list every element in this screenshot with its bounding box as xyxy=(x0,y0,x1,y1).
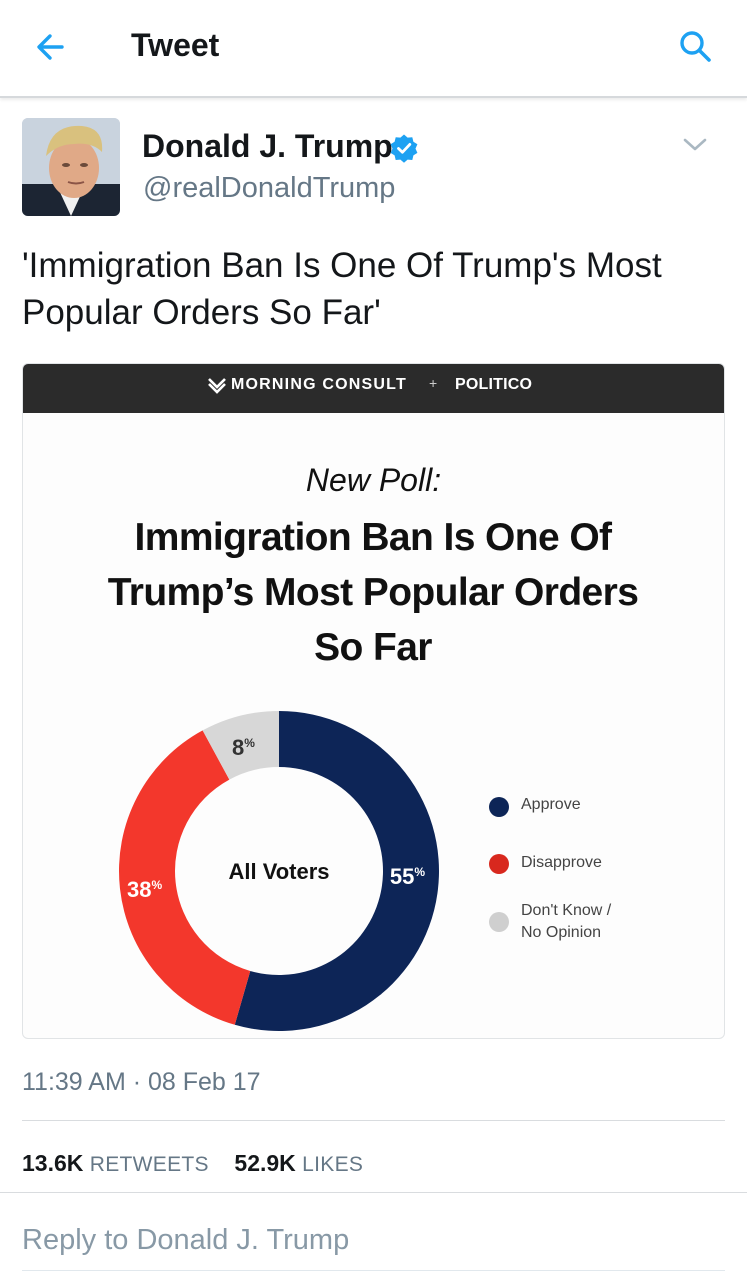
legend-label-disapprove: Disapprove xyxy=(521,854,602,871)
verified-badge-icon xyxy=(389,133,419,163)
slice-value-dontknow: 8% xyxy=(232,735,255,760)
retweets-label: RETWEETS xyxy=(89,1153,209,1176)
center-label: All Voters xyxy=(228,859,329,884)
unit-disapprove: % xyxy=(151,878,162,892)
legend-label-dontknow-2: No Opinion xyxy=(521,924,602,941)
legend-dot-dontknow xyxy=(489,912,509,932)
legend-dot-approve xyxy=(489,797,509,817)
poll-headline: Immigration Ban Is One Of Trump’s Most P… xyxy=(107,516,639,669)
poll-kicker: New Poll: xyxy=(305,462,442,498)
slice-approve xyxy=(234,711,439,1031)
brand-politico: POLITICO xyxy=(455,376,533,393)
value-disapprove: 38 xyxy=(127,877,151,902)
reply-input[interactable] xyxy=(22,1218,722,1262)
poll-donut-chart: All Voters 55% 38% 8% xyxy=(118,711,439,1031)
tweet-media-card[interactable]: MORNING CONSULT + POLITICO New Poll: Imm… xyxy=(22,363,725,1039)
chevron-down-icon xyxy=(683,138,707,151)
slice-value-approve: 55% xyxy=(390,864,425,889)
brand-morning-consult: MORNING CONSULT xyxy=(231,376,407,393)
morning-consult-logo-icon xyxy=(208,378,226,394)
legend-dot-disapprove xyxy=(489,854,509,874)
engagement-stats: 13.6K RETWEETS 52.9K LIKES xyxy=(22,1150,363,1177)
author-name[interactable]: Donald J. Trump xyxy=(142,128,393,164)
divider xyxy=(0,1192,747,1193)
value-dontknow: 8 xyxy=(232,735,244,760)
slice-dontknow xyxy=(202,711,279,780)
more-options-button[interactable] xyxy=(678,130,712,160)
slice-value-disapprove: 38% xyxy=(127,877,162,902)
brand-separator: + xyxy=(429,375,439,391)
unit-dontknow: % xyxy=(244,736,255,750)
top-app-bar: Tweet xyxy=(0,0,747,98)
unit-approve: % xyxy=(414,865,425,879)
svg-text:8%: 8% xyxy=(232,735,255,760)
back-arrow-icon xyxy=(37,34,64,60)
retweets-stat[interactable]: 13.6K RETWEETS xyxy=(22,1150,209,1176)
likes-label: LIKES xyxy=(302,1153,364,1176)
slice-disapprove xyxy=(118,730,251,1025)
card-brand-bar: MORNING CONSULT + POLITICO xyxy=(23,364,724,413)
avatar[interactable] xyxy=(22,118,120,216)
svg-text:55%: 55% xyxy=(390,864,425,889)
profile-photo xyxy=(22,118,120,216)
search-button[interactable] xyxy=(672,22,720,70)
retweets-count: 13.6K xyxy=(22,1150,84,1176)
back-button[interactable] xyxy=(26,24,74,72)
likes-stat[interactable]: 52.9K LIKES xyxy=(234,1150,363,1176)
divider xyxy=(22,1120,725,1121)
svg-text:38%: 38% xyxy=(127,877,162,902)
divider xyxy=(22,1270,725,1271)
legend-label-approve: Approve xyxy=(521,796,581,813)
legend-label-dontknow-1: Don't Know / xyxy=(521,902,612,919)
likes-count: 52.9K xyxy=(234,1150,296,1176)
page-title: Tweet xyxy=(131,27,220,63)
tweet-timestamp: 11:39 AM · 08 Feb 17 xyxy=(22,1068,261,1096)
search-icon xyxy=(680,31,711,62)
value-approve: 55 xyxy=(390,864,414,889)
tweet-text: 'Immigration Ban Is One Of Trump's Most … xyxy=(22,246,662,332)
author-handle[interactable]: @realDonaldTrump xyxy=(143,172,396,204)
